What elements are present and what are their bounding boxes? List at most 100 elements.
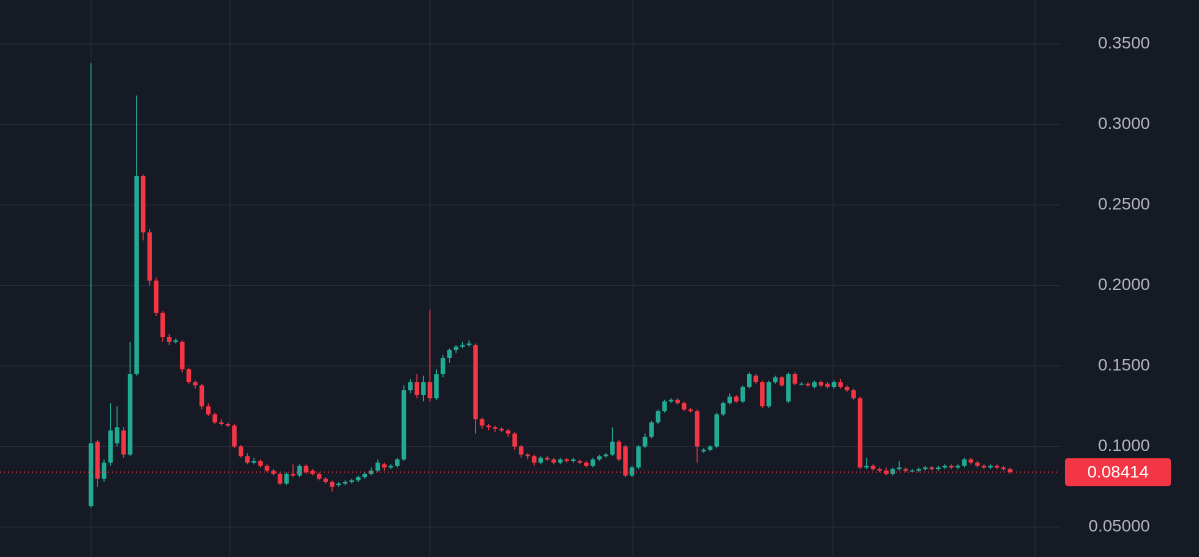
- candle-body: [538, 457, 544, 463]
- candle-body: [349, 480, 354, 482]
- candle-body: [720, 403, 726, 415]
- candle-body: [668, 399, 674, 402]
- candle-body: [271, 470, 276, 474]
- candle-body: [336, 483, 341, 486]
- candle-body: [401, 390, 407, 460]
- candle-body: [936, 467, 941, 470]
- candle-body: [864, 465, 869, 468]
- candle-body: [95, 441, 100, 479]
- candle-body: [140, 176, 146, 233]
- candle-body: [753, 375, 759, 383]
- candle-body: [773, 377, 778, 383]
- y-tick-label: 0.2000: [1098, 275, 1150, 294]
- candle-body: [440, 357, 446, 375]
- candle-body: [518, 446, 524, 455]
- candle-body: [329, 481, 335, 487]
- candle-body: [714, 414, 719, 447]
- candle-body: [512, 433, 517, 447]
- candle-body: [134, 176, 139, 375]
- candle-body: [368, 470, 374, 474]
- candle-body: [799, 383, 804, 385]
- candle-body: [212, 414, 218, 423]
- candle-body: [812, 382, 817, 387]
- y-tick-label: 0.2500: [1098, 194, 1150, 213]
- candle-body: [857, 398, 863, 468]
- candle-body: [903, 469, 908, 471]
- candle-body: [466, 343, 472, 346]
- candle-body: [460, 345, 465, 347]
- candle-body: [1007, 469, 1013, 473]
- candle-body: [264, 465, 270, 471]
- candle-body: [258, 461, 263, 466]
- candle-body: [193, 382, 198, 386]
- candle-body: [284, 473, 289, 484]
- candle-body: [492, 427, 498, 429]
- candle-body: [388, 465, 394, 468]
- candle-body: [949, 465, 954, 468]
- candle-body: [505, 430, 511, 434]
- candle-body: [975, 462, 980, 466]
- candle-body: [245, 456, 250, 463]
- candle-body: [694, 411, 700, 447]
- candle-body: [649, 422, 654, 437]
- candle-body: [655, 411, 661, 423]
- candle-body: [616, 441, 622, 460]
- candle-body: [179, 341, 185, 370]
- candle-body: [206, 406, 211, 415]
- candle-body: [701, 449, 706, 452]
- candle-body: [421, 382, 426, 396]
- candle-body: [342, 481, 348, 484]
- candle-body: [225, 423, 231, 426]
- y-tick-label: 0.05000: [1089, 517, 1150, 536]
- candle-body: [557, 459, 563, 463]
- candle-body: [610, 441, 615, 455]
- candle-body: [166, 337, 172, 342]
- candle-body: [883, 470, 889, 474]
- candle-body: [238, 446, 244, 457]
- candle-body: [779, 377, 785, 386]
- candle-body: [251, 461, 257, 463]
- candle-body: [199, 385, 205, 407]
- candle-body: [531, 456, 537, 463]
- candle-body: [590, 459, 596, 466]
- candle-body: [571, 459, 576, 462]
- candle-body: [395, 459, 400, 466]
- candle-body: [922, 467, 928, 470]
- candle-body: [805, 383, 811, 386]
- candle-body: [434, 374, 439, 399]
- candle-body: [890, 469, 895, 474]
- candle-body: [623, 446, 628, 476]
- candle-body: [642, 436, 648, 447]
- candle-body: [870, 465, 876, 470]
- candle-body: [929, 467, 935, 470]
- candle-body: [427, 382, 433, 399]
- candle-body: [727, 396, 733, 404]
- candle-body: [499, 428, 504, 431]
- candle-body: [792, 374, 798, 384]
- candle-body: [121, 430, 126, 455]
- candle-body: [603, 454, 609, 457]
- y-tick-label: 0.1000: [1098, 436, 1150, 455]
- y-tick-label: 0.1500: [1098, 356, 1150, 375]
- candle-body: [818, 382, 824, 386]
- candle-body: [544, 457, 550, 460]
- candle-body: [1001, 467, 1006, 470]
- candle-body: [877, 469, 882, 471]
- candle-body: [766, 382, 772, 407]
- candle-body: [662, 401, 667, 412]
- candle-body: [473, 345, 478, 420]
- candle-body: [101, 462, 107, 479]
- candle-body: [909, 470, 915, 472]
- candle-body: [838, 382, 843, 387]
- candle-body: [760, 382, 765, 407]
- candle-body: [740, 386, 746, 402]
- y-tick-label: 0.3000: [1098, 114, 1150, 133]
- candle-body: [688, 409, 693, 412]
- candle-body: [114, 427, 120, 444]
- candle-body: [375, 462, 381, 471]
- candle-body: [681, 403, 687, 410]
- candle-body: [355, 477, 361, 481]
- candle-body: [153, 280, 159, 313]
- last-price-badge: [1065, 458, 1171, 487]
